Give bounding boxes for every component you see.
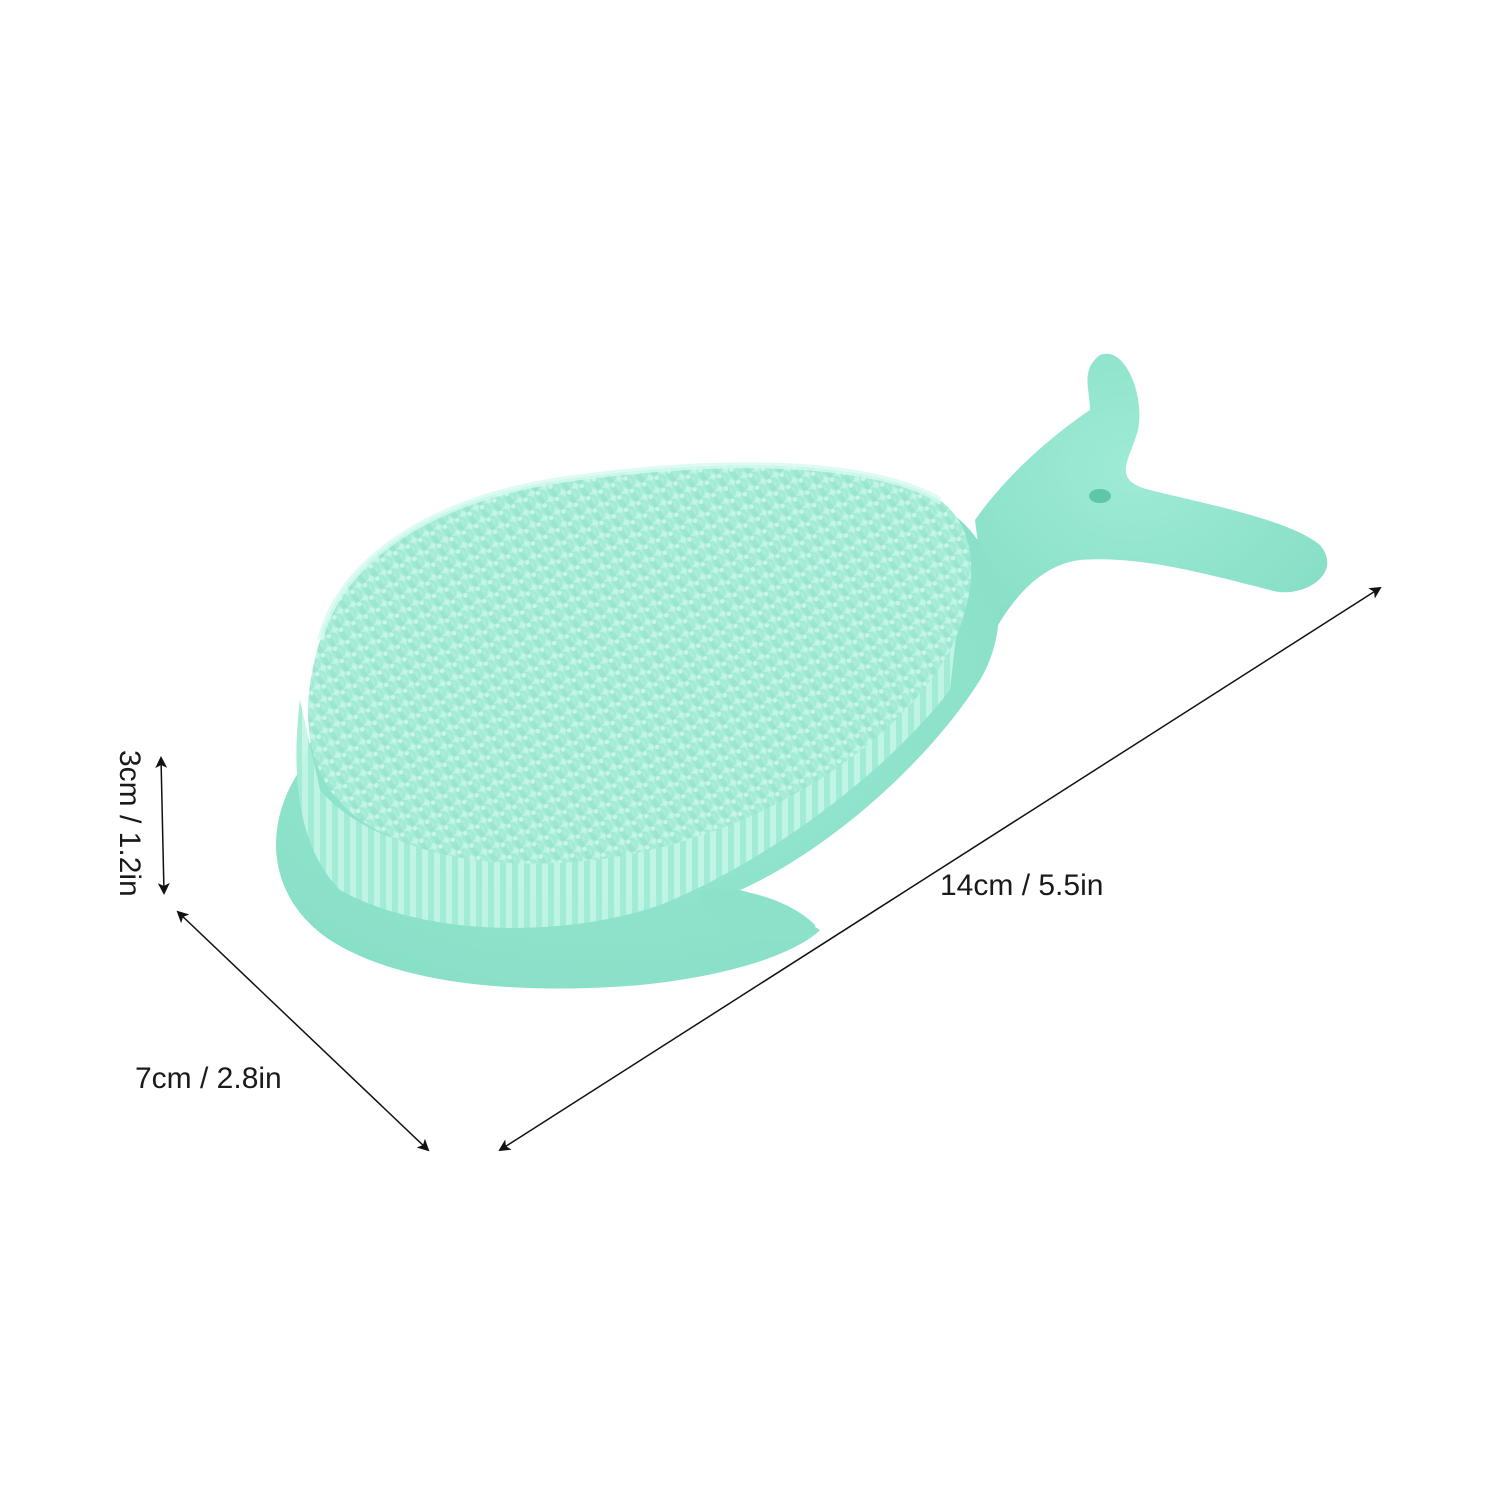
width-arrow <box>176 910 430 1152</box>
height-label: 3cm / 1.2in <box>113 750 146 897</box>
dimension-annotations: 14cm / 5.5in 7cm / 2.8in 3cm / 1.2in <box>113 586 1382 1152</box>
length-arrow <box>498 586 1382 1152</box>
bristle-rim <box>317 462 942 641</box>
hanging-hole <box>1089 489 1111 503</box>
whale-tail <box>975 353 1328 640</box>
length-label: 14cm / 5.5in <box>940 869 1103 902</box>
bristle-field <box>308 465 972 864</box>
width-label: 7cm / 2.8in <box>135 1062 282 1095</box>
whale-brush <box>276 353 1328 989</box>
height-arrow <box>155 756 170 895</box>
